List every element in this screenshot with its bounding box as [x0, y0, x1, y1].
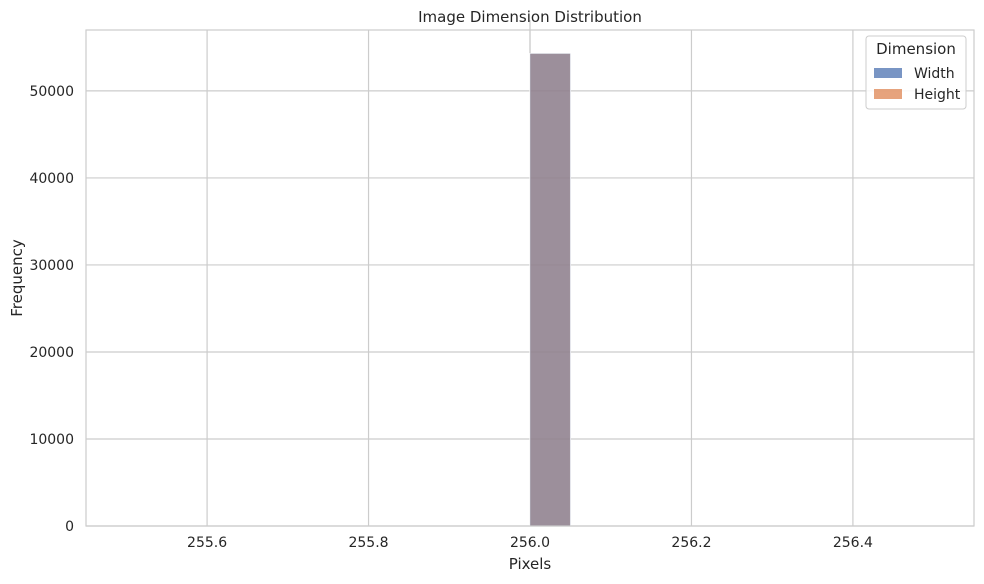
y-tick-label: 40000 [29, 171, 74, 187]
y-tick-label: 10000 [29, 432, 74, 448]
x-tick-labels: 255.6 255.8 256.0 256.2 256.4 [187, 535, 873, 551]
x-tick-label: 256.4 [833, 535, 873, 551]
x-tick-label: 256.0 [510, 535, 550, 551]
chart-title: Image Dimension Distribution [418, 8, 642, 26]
y-axis-title: Frequency [8, 239, 26, 317]
legend-title: Dimension [876, 40, 956, 58]
x-axis-title: Pixels [509, 555, 552, 573]
legend-label-height: Height [914, 87, 961, 103]
legend-swatch-width [874, 68, 902, 78]
y-tick-label: 20000 [29, 345, 74, 361]
plot-frame [85, 29, 975, 527]
y-tick-label: 50000 [29, 84, 74, 100]
x-tick-label: 255.8 [348, 535, 388, 551]
y-tick-label: 30000 [29, 258, 74, 274]
bar-overlap [530, 53, 571, 526]
y-tick-labels: 0 10000 20000 30000 40000 50000 [29, 84, 74, 535]
bars [529, 53, 571, 527]
legend-label-width: Width [914, 66, 955, 82]
x-tick-label: 255.6 [187, 535, 227, 551]
x-tick-label: 256.2 [671, 535, 711, 551]
legend-swatch-height [874, 89, 902, 99]
y-tick-label: 0 [65, 519, 74, 535]
legend: Dimension Width Height [865, 35, 967, 110]
